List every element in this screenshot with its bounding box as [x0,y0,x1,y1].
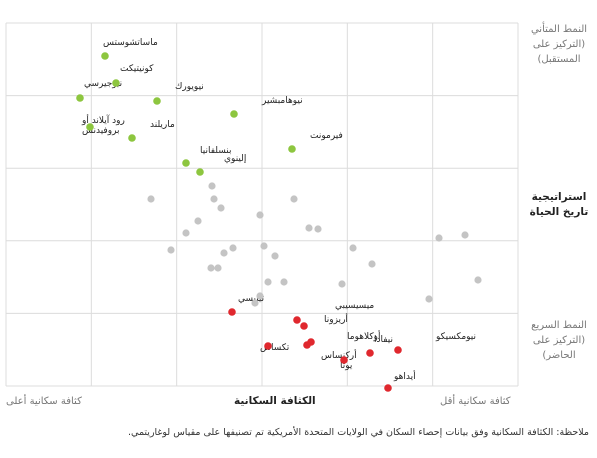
data-points [76,52,482,392]
data-point [290,195,298,203]
data-point [251,299,259,307]
data-point [474,276,482,284]
data-point [264,342,272,350]
point-label: إلينوي [224,154,246,164]
data-point [349,244,357,252]
data-point [86,123,94,131]
y-bottom-label: النمط السريع (التركيز على الحاضر) [531,320,587,361]
data-point [147,195,155,203]
footnote: ملاحظة: الكثافة السكانية وفق بيانات إحصا… [128,427,589,438]
data-point [207,264,215,272]
data-point [368,260,376,268]
data-point [220,249,228,257]
data-point [208,182,216,190]
x-axis-label: الكثافة السكانية [234,395,316,407]
data-point [366,349,374,357]
data-point [435,234,443,242]
point-label: أركنساس [321,349,357,361]
data-point [394,346,402,354]
data-point [260,242,268,250]
data-point [338,280,346,288]
data-point [182,229,190,237]
point-labels: ماساتشوستس كونيتيكت نيوجيرسي نيويورك رود آيل… [81,38,476,382]
data-point [153,97,161,105]
data-point [256,211,264,219]
point-label: ماريلند [150,120,175,130]
data-point [101,52,109,60]
point-label: بنسلفانيا [200,146,232,156]
data-point [112,79,120,87]
y-top-label: النمط المتأني (التركيز على المستقبل) [530,24,588,65]
data-point [182,159,190,167]
point-label: يوتا [340,361,353,371]
data-point [210,195,218,203]
data-point [293,316,301,324]
data-point [229,244,237,252]
data-point [256,292,264,300]
point-label: نيومكسيكو [435,332,476,342]
data-point [303,341,311,349]
data-point [128,134,136,142]
point-label: تكساس [260,343,290,353]
data-point [194,217,202,225]
data-point [300,322,308,330]
point-label: ماساتشوستس [103,38,158,48]
point-label: أريزونا [324,313,348,325]
point-label: بروفيدنس [82,126,120,136]
point-label: أيداهو [393,370,416,382]
point-label: نيوهامبشير [261,96,303,106]
x-left-end-label: كثافة سكانية أعلى [6,396,82,407]
data-point [461,231,469,239]
data-point [76,94,84,102]
x-right-end-label: كثافة سكانية أقل [440,396,511,407]
point-label: كونيتيكت [120,64,154,74]
data-point [228,308,236,316]
data-point [288,145,296,153]
data-point [230,110,238,118]
data-point [214,264,222,272]
grid-lines [5,22,519,387]
data-point [314,225,322,233]
data-point [425,295,433,303]
point-label: فيرمونت [310,131,343,141]
data-point [217,204,225,212]
data-point [264,278,272,286]
point-label: نيويورك [175,82,204,92]
point-label: ميسيسيبي [335,301,374,311]
point-label: نيوجيرسي [84,79,122,89]
data-point [340,356,348,364]
data-point [384,384,392,392]
point-label: أوكلاهوما [347,330,380,342]
data-point [167,246,175,254]
data-point [280,278,288,286]
point-label: رود آيلاند أو [81,114,125,126]
data-point [305,224,313,232]
point-label: نيفادا [374,335,393,345]
y-middle-label: استراتيجية تاريخ الحياة [529,191,589,218]
data-point [271,252,279,260]
point-label: تينيسي [238,294,265,304]
data-point [196,168,204,176]
